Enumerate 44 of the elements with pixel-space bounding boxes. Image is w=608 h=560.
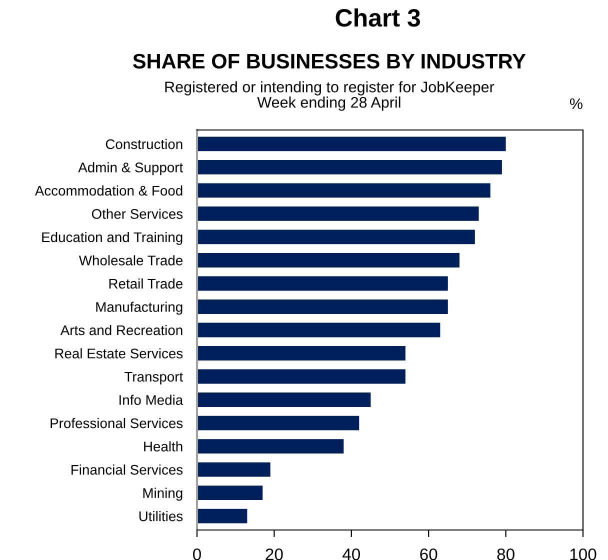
text: Registered or intending to register for JobKeeper Week ending 28 April [165,81,494,111]
chart-subtitle: SHARE OF BUSINESSES BY INDUSTRY [133,54,526,69]
y-tick-label: Financial Services [72,464,183,475]
y-tick-label: Mining [143,488,182,501]
y-tick-label: Education and Training [42,232,182,245]
y-tick-label: Transport [124,372,184,384]
y-tick-label: Professional Services [50,418,183,428]
bar [197,462,270,477]
y-tick-label: Construction [106,138,182,150]
bar [197,369,406,384]
bar [197,230,475,244]
y-axis-title: % [570,98,582,110]
y-tick-label: Utilities [139,511,183,522]
x-tick-label: 60 [420,548,438,560]
bar [197,300,448,314]
x-tick-label: 40 [342,548,360,560]
y-tick-label: Real Estate Services [55,348,183,358]
bar [197,136,506,152]
bar [197,508,248,524]
x-tick-label: 0 [193,548,201,560]
y-tick-label: Wholesale Trade [78,255,182,266]
x-tick-label: 100 [570,548,596,560]
bar [197,439,344,454]
bar [197,392,371,407]
y-tick-label: Info Media [120,394,184,405]
bar [197,346,406,360]
x-tick-label: 20 [266,548,283,560]
bar [197,253,460,268]
bar [197,160,502,174]
bar [197,322,440,338]
y-tick-label: Manufacturing [96,302,182,315]
bar [197,276,448,291]
y-tick-label: Other Services [92,208,183,219]
x-tick-label: 80 [497,548,514,560]
y-tick-label: Accommodation & Food [34,185,182,196]
bar [197,416,360,430]
y-tick-label: Retail Trade [109,278,182,289]
bar [197,486,263,500]
y-tick-label: Arts and Recreation [60,324,182,336]
bar [197,206,479,221]
y-tick-label: Health [144,441,182,452]
bar [197,183,490,198]
y-tick-label: Admin & Support [78,162,184,176]
chart-title: Chart 3 [336,8,420,27]
